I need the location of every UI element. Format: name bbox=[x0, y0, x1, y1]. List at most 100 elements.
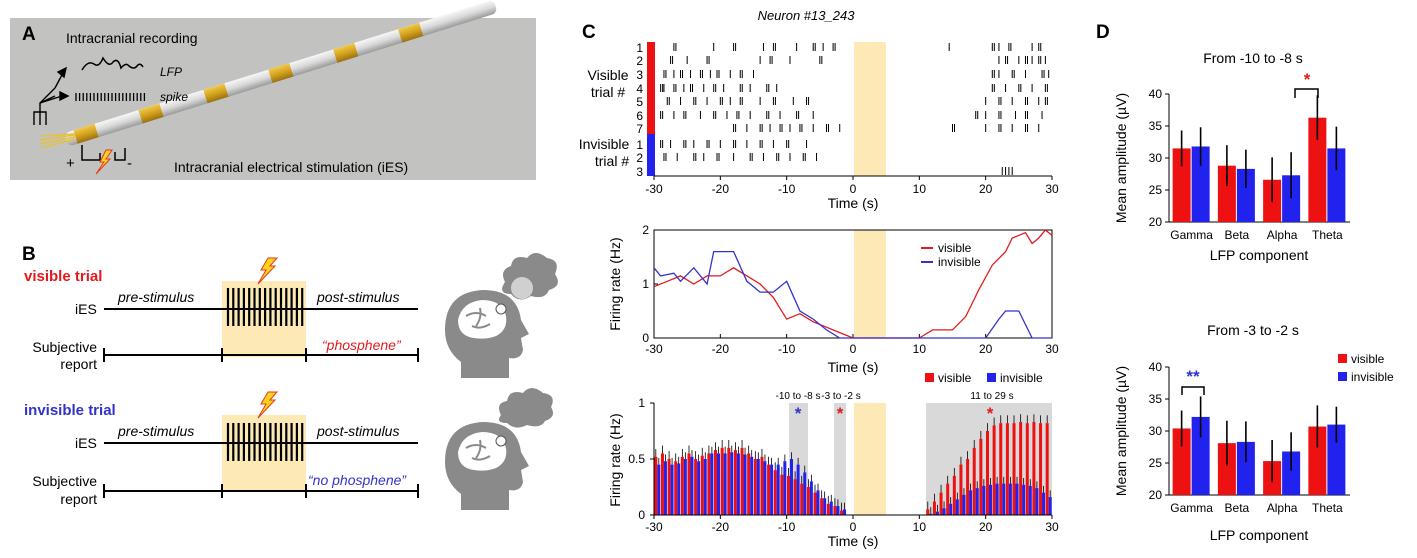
raster-invisible-label-2: trial # bbox=[595, 153, 629, 169]
rate-bar-x-tick-label: -20 bbox=[712, 520, 730, 534]
rate-bars bbox=[654, 414, 1052, 515]
rate-line-x-tick-label: 0 bbox=[850, 342, 857, 356]
rate-bar-x-tick-label: -10 bbox=[778, 520, 796, 534]
bar-visible bbox=[667, 459, 671, 515]
panel-a: A Intracranial recording bbox=[10, 1, 536, 180]
bar-visible bbox=[966, 459, 970, 515]
rate-line-y-tick-label: 1 bbox=[642, 277, 649, 291]
bar-visible bbox=[800, 483, 804, 515]
d-bottom-bracket bbox=[1181, 386, 1205, 395]
bar-invisible bbox=[955, 499, 959, 515]
bar-invisible bbox=[1042, 492, 1046, 515]
bar-visible bbox=[946, 483, 950, 515]
bar-visible bbox=[820, 498, 824, 515]
rate-bar-ticks: -30 -20 -10 0 10 20 30 0 0.5 1 bbox=[628, 396, 1059, 534]
d-y-tick-label: 25 bbox=[1149, 456, 1163, 470]
bar-invisible bbox=[796, 464, 800, 515]
bar-visible bbox=[773, 470, 777, 515]
visible-report-label-1: Subjective bbox=[32, 339, 97, 355]
panel-b-letter: B bbox=[22, 244, 36, 265]
rate-bar-x-tick-label: 0 bbox=[850, 520, 857, 534]
raster-invisible-bar bbox=[647, 134, 655, 176]
bar-visible bbox=[714, 450, 718, 515]
d-bar-visible bbox=[1217, 443, 1236, 495]
rate-line-x-tick-label: -20 bbox=[712, 342, 730, 356]
lfp-trace bbox=[81, 56, 144, 71]
d-legend-visible-label: visible bbox=[1351, 352, 1385, 366]
bar-invisible bbox=[1022, 484, 1026, 515]
neuron-title: Neuron #13_243 bbox=[758, 8, 856, 23]
bar-invisible bbox=[683, 459, 687, 515]
invisible-lightning-icon bbox=[257, 391, 279, 419]
bar-visible bbox=[840, 510, 844, 515]
d-bar-invisible bbox=[1327, 424, 1346, 495]
rate-line-plot: -30 -20 -10 0 10 20 30 0 1 2 Firing rate (Hz) Tim… bbox=[607, 223, 1059, 375]
raster-row-number: 2 bbox=[636, 151, 643, 165]
bar-visible bbox=[753, 459, 757, 515]
bar-visible bbox=[767, 464, 771, 515]
rate-line-ticks: -30 -20 -10 0 10 20 30 0 1 2 bbox=[642, 223, 1059, 356]
bar-invisible bbox=[975, 488, 979, 515]
d-y-tick-label: 20 bbox=[1149, 215, 1163, 229]
visible-report-line bbox=[103, 348, 419, 362]
bar-visible bbox=[1032, 422, 1036, 515]
lightning-icon bbox=[95, 149, 113, 175]
d-bottom-title: From -3 to -2 s bbox=[1207, 322, 1299, 338]
bar-invisible bbox=[697, 461, 701, 515]
rate-bar-x-tick-label: 10 bbox=[913, 520, 927, 534]
rate-line-x-tick-label: 30 bbox=[1045, 342, 1059, 356]
d-bar-invisible bbox=[1236, 168, 1255, 222]
d-y-tick-label: 35 bbox=[1149, 119, 1163, 133]
bar-invisible bbox=[1048, 497, 1052, 515]
series-visible-line bbox=[653, 229, 1053, 339]
raster-x-ticks: -30 -20 -10 0 10 20 30 bbox=[645, 176, 1059, 196]
raster-row-number: 4 bbox=[636, 82, 643, 96]
rate-bar-x-tick-label: 30 bbox=[1045, 520, 1059, 534]
d-category-label: Alpha bbox=[1267, 501, 1298, 515]
panel-d: D From -10 to -8 s From -3 to -2 s 20 25 3… bbox=[1096, 22, 1394, 543]
d-bar-invisible bbox=[1282, 175, 1301, 222]
rate-line-x-tick-label: 20 bbox=[979, 342, 993, 356]
d-bar-invisible bbox=[1327, 148, 1346, 222]
raster-invisible-label-1: Invisible bbox=[579, 136, 630, 152]
bar-invisible bbox=[690, 456, 694, 515]
invisible-report-label-1: Subjective bbox=[32, 473, 97, 489]
rate-bar-y-tick-label: 1 bbox=[638, 396, 645, 410]
window-shade-2 bbox=[834, 403, 846, 515]
minus-sign: - bbox=[127, 155, 132, 172]
bar-invisible bbox=[816, 490, 820, 515]
visible-ies-pulses bbox=[226, 288, 304, 326]
panel-d-letter: D bbox=[1096, 22, 1110, 43]
bar-invisible bbox=[935, 511, 939, 515]
bar-visible bbox=[793, 479, 797, 515]
raster-x-tick-label: 20 bbox=[979, 182, 993, 196]
bar-invisible bbox=[776, 464, 780, 515]
d-top-star: * bbox=[1304, 70, 1311, 89]
bar-invisible bbox=[750, 456, 754, 515]
bar-visible bbox=[999, 423, 1003, 515]
bar-invisible bbox=[962, 494, 966, 515]
bar-invisible bbox=[988, 484, 992, 515]
bar-invisible bbox=[949, 503, 953, 515]
rate-line-y-tick-label: 2 bbox=[642, 223, 649, 237]
d-category-label: Beta bbox=[1225, 501, 1250, 515]
bar-visible bbox=[952, 475, 956, 515]
d-y-tick-label: 20 bbox=[1149, 488, 1163, 502]
d-y-tick-label: 30 bbox=[1149, 424, 1163, 438]
bar-visible bbox=[707, 453, 711, 515]
invisible-report-label-2: report bbox=[60, 491, 97, 507]
d-top-xlabel: LFP component bbox=[1210, 247, 1309, 263]
electrode bbox=[39, 1, 497, 149]
no-phosphene-report: “no phosphene” bbox=[308, 472, 407, 488]
rate-line-ylabel: Firing rate (Hz) bbox=[607, 237, 623, 330]
rate-bar-x-tick-label: -30 bbox=[645, 520, 663, 534]
window-star-3: * bbox=[987, 404, 994, 423]
bar-invisible bbox=[803, 472, 807, 515]
raster-visible-label-1: Visible bbox=[588, 67, 629, 83]
bar-legend-invisible-label: invisible bbox=[1000, 371, 1043, 385]
bar-invisible bbox=[823, 498, 827, 515]
rate-line-y-tick-label: 0 bbox=[642, 331, 649, 345]
bar-invisible bbox=[809, 481, 813, 515]
visible-ies-label: iES bbox=[75, 301, 97, 317]
